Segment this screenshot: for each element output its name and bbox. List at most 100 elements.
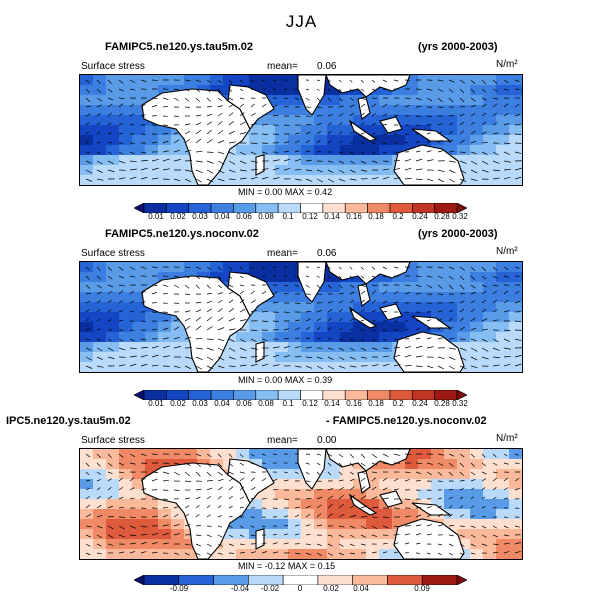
field-cell	[379, 85, 393, 96]
stress-vector	[492, 487, 497, 491]
panel-2-max: 0.39	[314, 375, 333, 385]
field-cell	[236, 145, 250, 156]
field-cell	[288, 145, 302, 156]
stress-vector	[448, 122, 454, 126]
colorbar-tick: 0.03	[192, 399, 208, 408]
field-cell	[145, 449, 159, 460]
field-cell	[431, 85, 445, 96]
field-cell	[327, 272, 341, 283]
stress-vector	[173, 97, 179, 101]
field-cell	[275, 529, 289, 540]
stress-vector	[492, 112, 498, 117]
stress-vector	[140, 346, 148, 349]
field-cell	[353, 302, 367, 313]
field-cell	[470, 115, 484, 126]
stress-vector	[503, 487, 509, 491]
stress-vector	[206, 356, 214, 361]
field-cell	[470, 499, 484, 510]
field-cell	[405, 499, 419, 510]
stress-vector	[228, 291, 234, 295]
field-cell	[236, 362, 250, 372]
field-cell	[275, 262, 289, 273]
stress-vector	[481, 453, 486, 458]
field-cell	[145, 75, 159, 86]
stress-vector	[371, 299, 376, 304]
field-cell	[379, 155, 393, 166]
stress-vector	[261, 525, 266, 528]
stress-vector	[184, 88, 190, 92]
stress-vector	[316, 122, 322, 126]
field-cell	[340, 115, 354, 126]
field-cell	[119, 322, 133, 333]
stress-vector	[217, 169, 225, 174]
field-cell	[236, 529, 250, 540]
field-cell	[353, 509, 367, 520]
stress-vector	[239, 543, 245, 546]
stress-vector	[382, 497, 389, 500]
stress-vector	[459, 266, 465, 271]
stress-vector	[184, 284, 190, 289]
stress-vector	[107, 290, 113, 295]
field-cell	[301, 322, 315, 333]
stress-vector	[184, 453, 191, 456]
stress-vector	[140, 477, 146, 482]
field-cell	[210, 85, 224, 96]
field-cell	[288, 262, 302, 273]
stress-vector	[228, 97, 234, 101]
stress-vector	[305, 462, 310, 465]
stress-vector	[360, 356, 367, 359]
stress-vector	[294, 524, 300, 527]
field-cell	[444, 262, 458, 273]
field-cell	[392, 85, 406, 96]
stress-vector	[184, 524, 191, 527]
field-cell	[366, 105, 380, 116]
stress-vector	[316, 275, 320, 278]
field-cell	[288, 282, 302, 293]
stress-vector	[459, 488, 464, 491]
stress-vector	[371, 471, 378, 474]
stress-vector	[514, 176, 522, 180]
stress-vector	[459, 121, 464, 126]
field-cell	[327, 539, 341, 550]
stress-vector	[459, 130, 464, 135]
stress-vector	[195, 275, 200, 280]
field-cell	[457, 145, 471, 156]
field-cell	[132, 449, 146, 460]
stress-vector	[459, 275, 465, 281]
field-cell	[106, 145, 120, 156]
stress-vector	[129, 151, 135, 155]
stress-vector	[173, 513, 179, 518]
stress-vector	[85, 365, 93, 369]
field-cell	[249, 332, 263, 343]
stress-vector	[327, 327, 332, 331]
stress-vector	[481, 79, 487, 85]
stress-vector	[459, 356, 467, 361]
stress-vector	[261, 487, 267, 491]
field-cell	[119, 155, 133, 166]
stress-vector	[272, 551, 279, 554]
stress-vector	[228, 275, 233, 279]
field-cell	[106, 302, 120, 313]
stress-vector	[239, 88, 244, 92]
stress-vector	[470, 79, 476, 85]
field-cell	[431, 105, 445, 116]
stress-vector	[327, 488, 334, 491]
stress-vector	[503, 497, 509, 500]
stress-vector	[371, 123, 376, 126]
field-cell	[106, 459, 120, 470]
field-cell	[496, 75, 510, 86]
stress-vector	[360, 534, 366, 538]
field-cell	[275, 165, 289, 176]
field-cell	[483, 155, 497, 166]
stress-vector	[85, 471, 90, 476]
stress-vector	[140, 176, 148, 180]
field-cell	[353, 115, 367, 126]
field-cell	[483, 539, 497, 550]
stress-vector	[316, 169, 323, 173]
stress-vector	[294, 140, 300, 144]
stress-vector	[360, 266, 364, 270]
field-cell	[405, 272, 419, 283]
stress-vector	[327, 317, 332, 322]
panel-1-title: FAMIPC5.ne120.ys.tau5m.02	[105, 41, 253, 53]
stress-vector	[305, 97, 310, 101]
